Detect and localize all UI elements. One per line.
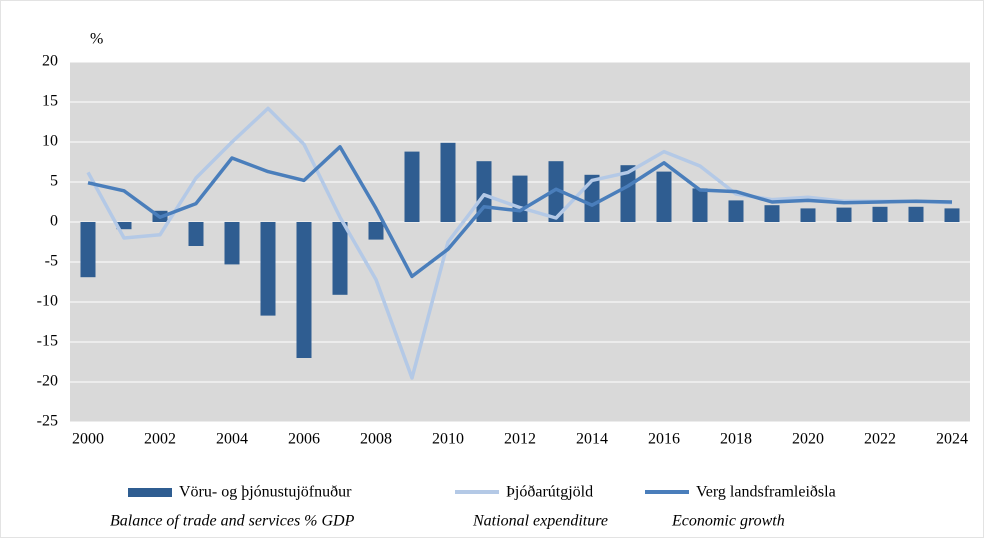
line: [87, 145, 953, 279]
bar: [404, 151, 420, 222]
bar: [260, 222, 276, 316]
legend-label: Þjóðarútgjöld: [506, 484, 593, 501]
y-tick-label: -10: [37, 293, 58, 310]
y-tick-label: -25: [37, 413, 58, 430]
legend-note: National expenditure: [472, 513, 608, 530]
bar: [116, 222, 132, 230]
y-tick-label: -15: [37, 333, 58, 350]
bar: [872, 206, 888, 222]
bar: [728, 200, 744, 222]
x-tick-label: 2004: [216, 431, 248, 448]
x-tick-label: 2012: [504, 431, 536, 448]
bar: [296, 222, 312, 358]
x-tick-label: 2024: [936, 431, 968, 448]
bar: [80, 222, 96, 278]
x-tick-label: 2022: [864, 431, 896, 448]
bar: [512, 175, 528, 222]
legend-note: Economic growth: [671, 513, 785, 530]
bar: [692, 188, 708, 222]
x-tick-label: 2000: [72, 431, 104, 448]
legend-label: Vöru- og þjónustujöfnuður: [179, 484, 352, 501]
x-tick-label: 2020: [792, 431, 824, 448]
bar: [368, 222, 384, 240]
y-tick-label: 20: [42, 53, 58, 70]
bar: [548, 161, 564, 222]
bar: [836, 207, 852, 222]
bar: [944, 208, 960, 222]
x-tick-label: 2008: [360, 431, 392, 448]
legend-note: Balance of trade and services % GDP: [110, 513, 355, 530]
bar: [224, 222, 240, 265]
bar: [440, 142, 456, 222]
y-tick-label: 15: [42, 93, 58, 110]
bar: [908, 206, 924, 222]
legend-label: Verg landsframleiðsla: [696, 484, 836, 501]
plot-area: [70, 62, 970, 422]
bar: [764, 205, 780, 222]
bar: [656, 171, 672, 222]
x-tick-label: 2010: [432, 431, 464, 448]
bar: [332, 222, 348, 295]
x-tick-label: 2016: [648, 431, 680, 448]
y-tick-label: 10: [42, 133, 58, 150]
y-unit: %: [90, 31, 103, 48]
y-tick-label: -20: [37, 373, 58, 390]
bar: [620, 165, 636, 222]
bar: [800, 208, 816, 222]
x-tick-label: 2002: [144, 431, 176, 448]
y-tick-label: 0: [50, 213, 58, 230]
legend-swatch: [128, 488, 172, 497]
x-tick-label: 2018: [720, 431, 752, 448]
bar: [188, 222, 204, 246]
y-tick-label: -5: [45, 253, 58, 270]
line: [86, 106, 953, 380]
x-tick-label: 2006: [288, 431, 320, 448]
y-tick-label: 5: [50, 173, 58, 190]
x-tick-label: 2014: [576, 431, 608, 448]
